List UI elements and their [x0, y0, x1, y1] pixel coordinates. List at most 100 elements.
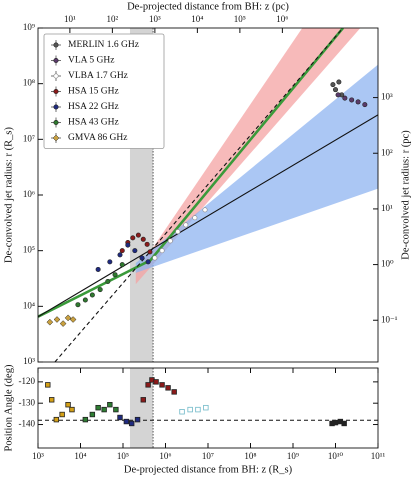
- x-axis-label: De-projected distance from BH: z (R_s): [124, 464, 293, 475]
- point: [89, 292, 95, 298]
- legend-label: HSA 22 GHz: [68, 102, 119, 112]
- point: [332, 419, 339, 426]
- shaded-span: [129, 368, 154, 448]
- point: [64, 314, 72, 322]
- point: [202, 207, 208, 213]
- y-tick-label: 10⁶: [23, 189, 35, 199]
- point: [332, 87, 338, 93]
- y2-tick-label: 10¹: [381, 203, 393, 213]
- x-tick-label: 10⁹: [287, 451, 299, 461]
- point: [179, 409, 185, 415]
- point: [95, 404, 101, 411]
- point: [335, 92, 341, 98]
- y-tick-label: -140: [19, 419, 36, 429]
- y-tick-label: -130: [19, 397, 36, 407]
- y-tick-label: 10⁴: [23, 300, 35, 310]
- y2-axis-label: De-convolved jet radius: r (pc): [400, 130, 411, 260]
- point: [119, 262, 125, 268]
- point: [342, 95, 348, 101]
- point: [125, 242, 131, 248]
- legend-marker: [53, 73, 59, 79]
- legend-label: HSA 15 GHz: [68, 87, 119, 97]
- x-tick-label: 10³: [32, 451, 44, 461]
- point: [349, 97, 355, 103]
- legend-label: VLA 5 GHz: [68, 56, 114, 66]
- y-tick-label: 10⁸: [23, 78, 35, 88]
- y-axis-label: Position Angle (deg): [3, 364, 14, 451]
- fit-line: [54, 28, 344, 362]
- y-tick-label: -120: [19, 376, 36, 386]
- point: [59, 411, 65, 418]
- plot-area: [38, 368, 378, 448]
- legend-marker: [53, 89, 59, 95]
- legend-box: [43, 33, 165, 149]
- point: [153, 379, 159, 385]
- x-tick-label: 10⁴: [74, 451, 86, 461]
- point: [117, 252, 123, 258]
- point: [128, 420, 135, 427]
- y2-tick-label: 10⁰: [381, 259, 394, 269]
- point: [107, 259, 113, 265]
- point: [46, 318, 54, 326]
- point: [167, 238, 173, 244]
- point: [140, 236, 146, 242]
- point: [82, 297, 88, 303]
- point: [159, 248, 165, 254]
- y-tick-label: 10⁷: [23, 133, 35, 143]
- legend-label: MERLIN 1.6 GHz: [68, 40, 139, 50]
- point: [355, 99, 361, 105]
- point: [195, 406, 201, 413]
- x2-tick-label: 10⁶: [276, 14, 288, 24]
- point: [97, 287, 103, 293]
- x-tick-label: 10⁷: [202, 451, 214, 461]
- x-tick-label: 10¹⁰: [328, 451, 344, 461]
- point: [203, 404, 209, 411]
- x-tick-label: 10⁸: [244, 451, 256, 461]
- x2-axis-label: De-projected distance from BH: z (pc): [127, 1, 289, 12]
- x-tick-label: 10⁵: [117, 451, 129, 461]
- point: [152, 255, 158, 261]
- point: [134, 416, 141, 423]
- x2-tick-label: 10¹: [64, 14, 76, 24]
- legend-marker: [53, 42, 59, 48]
- point: [330, 82, 336, 88]
- legend-label: HSA 43 GHz: [68, 118, 119, 128]
- point: [145, 259, 151, 265]
- point: [69, 316, 77, 323]
- x2-tick-label: 10⁵: [234, 14, 246, 24]
- x2-tick-label: 10²: [107, 14, 119, 24]
- legend-marker: [53, 104, 59, 110]
- legend-marker: [53, 57, 59, 63]
- point: [112, 272, 118, 278]
- legend-marker: [53, 120, 59, 126]
- point: [175, 229, 181, 235]
- point: [192, 215, 198, 221]
- y-tick-label: 10⁹: [23, 22, 35, 32]
- point: [65, 401, 71, 408]
- point: [117, 414, 123, 421]
- fit-line: [38, 28, 344, 318]
- x2-tick-label: 10³: [149, 14, 161, 24]
- y-tick-label: 10³: [23, 356, 35, 366]
- y-tick-label: 10⁵: [23, 245, 35, 255]
- point: [139, 255, 145, 261]
- point: [341, 420, 347, 427]
- point: [101, 406, 107, 413]
- y2-tick-label: 10²: [381, 147, 393, 157]
- legend-marker: [52, 134, 60, 142]
- point: [140, 397, 146, 403]
- point: [48, 397, 55, 403]
- point: [132, 248, 138, 254]
- uncertainty-band: [135, 64, 378, 273]
- x-tick-label: 10¹¹: [371, 451, 386, 461]
- x2-tick-label: 10⁴: [191, 14, 203, 24]
- y2-tick-label: 10³: [381, 92, 393, 102]
- point: [144, 241, 150, 247]
- legend-label: GMVA 86 GHz: [68, 133, 127, 143]
- point: [123, 418, 130, 425]
- point: [82, 416, 89, 423]
- point: [95, 266, 101, 272]
- point: [183, 222, 189, 228]
